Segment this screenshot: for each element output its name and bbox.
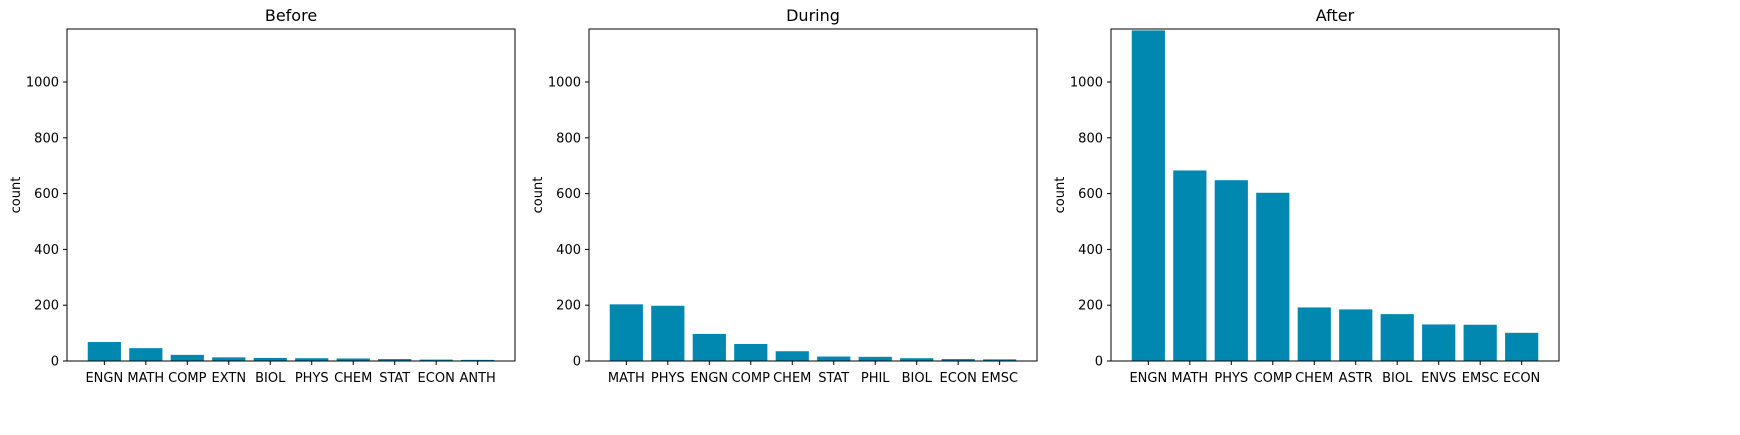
x-tick-label: CHEM: [773, 371, 811, 386]
bar-emsc: [983, 359, 1017, 361]
bar-math: [1173, 170, 1207, 361]
bar-engn: [1131, 30, 1165, 361]
y-tick-label: 200: [34, 299, 59, 314]
x-tick-label: ECON: [418, 371, 455, 386]
y-tick-label: 200: [556, 299, 581, 314]
bar-anth: [461, 359, 495, 361]
bar-phil: [858, 356, 892, 361]
x-tick-label: PHYS: [1214, 371, 1248, 386]
bar-phys: [1214, 180, 1248, 361]
x-tick-label: BIOL: [902, 371, 933, 386]
x-tick-label: ECON: [1503, 371, 1540, 386]
bar-stat: [817, 356, 851, 361]
bar-astr: [1339, 309, 1373, 361]
y-tick-label: 600: [556, 187, 581, 202]
bar-biol: [900, 358, 934, 361]
chart-panel-before: ENGN MATH COMP EXTN BIOL PHYS CHEM STAT ECON ANTH…: [9, 6, 516, 386]
y-tick-label: 400: [556, 243, 581, 258]
bar-chem: [775, 351, 809, 361]
plot-frame: [1110, 28, 1560, 362]
y-tick-label: 800: [556, 131, 581, 146]
y-tick-label: 800: [34, 131, 59, 146]
x-tick-label: BIOL: [255, 371, 286, 386]
y-tick-label: 800: [1078, 131, 1103, 146]
x-tick-label: EXTN: [211, 371, 246, 386]
plot-frame: [66, 28, 516, 362]
bar-chem: [1297, 307, 1331, 361]
y-tick-label: 0: [1095, 355, 1103, 370]
x-tick-label: BIOL: [1382, 371, 1413, 386]
chart-panel-during: MATH PHYS ENGN COMP CHEM STAT PHIL BIOL ECON EMSC…: [531, 6, 1038, 386]
x-tick-label: ASTR: [1339, 371, 1373, 386]
bar-phys: [651, 305, 685, 361]
bar-comp: [1256, 192, 1290, 361]
bar-econ: [941, 359, 975, 361]
x-tick-label: MATH: [1171, 371, 1208, 386]
y-tick-label: 400: [1078, 243, 1103, 258]
y-tick-label: 1000: [548, 76, 581, 91]
x-tick-label: MATH: [127, 371, 164, 386]
bar-chem: [336, 358, 370, 361]
chart-panel-after: ENGN MATH PHYS COMP CHEM ASTR BIOL ENVS EMSC ECON…: [1053, 6, 1560, 386]
bar-biol: [253, 357, 287, 361]
y-tick-label: 600: [34, 187, 59, 202]
y-tick-label: 0: [573, 355, 581, 370]
bar-stat: [378, 359, 412, 361]
y-tick-label: 1000: [26, 76, 59, 91]
y-tick-label: 1000: [1070, 76, 1103, 91]
chart-title: After: [1316, 6, 1355, 25]
x-tick-label: COMP: [1254, 371, 1293, 386]
y-axis-label: count: [1053, 177, 1068, 214]
bar-math: [609, 304, 643, 361]
x-tick-label: STAT: [818, 371, 849, 386]
bar-engn: [87, 342, 121, 361]
x-tick-label: EMSC: [1462, 371, 1499, 386]
plot-frame: [588, 28, 1038, 362]
x-tick-label: COMP: [732, 371, 771, 386]
bar-math: [129, 348, 163, 361]
bar-phys: [295, 358, 329, 361]
bar-econ: [419, 359, 453, 361]
y-axis-label: count: [9, 177, 24, 214]
bar-comp: [734, 343, 768, 361]
y-axis-label: count: [531, 177, 546, 214]
x-tick-label: MATH: [608, 371, 645, 386]
x-tick-label: ENGN: [85, 371, 123, 386]
chart-title: Before: [265, 6, 317, 25]
bar-econ: [1505, 332, 1539, 361]
x-tick-label: CHEM: [1295, 371, 1333, 386]
y-tick-label: 0: [51, 355, 59, 370]
x-tick-label: ENVS: [1421, 371, 1456, 386]
x-tick-label: ENGN: [1129, 371, 1167, 386]
x-tick-label: PHIL: [861, 371, 890, 386]
x-tick-label: PHYS: [651, 371, 685, 386]
x-tick-label: CHEM: [334, 371, 372, 386]
bar-envs: [1422, 324, 1456, 361]
x-tick-label: STAT: [379, 371, 410, 386]
bar-emsc: [1463, 324, 1497, 361]
x-tick-label: ECON: [940, 371, 977, 386]
bar-engn: [692, 333, 726, 361]
x-tick-label: EMSC: [981, 371, 1018, 386]
chart-title: During: [786, 6, 840, 25]
bar-biol: [1380, 314, 1414, 361]
x-tick-label: ENGN: [690, 371, 728, 386]
y-tick-label: 400: [34, 243, 59, 258]
x-tick-label: ANTH: [459, 371, 495, 386]
x-tick-label: COMP: [168, 371, 207, 386]
y-tick-label: 600: [1078, 187, 1103, 202]
y-tick-label: 200: [1078, 299, 1103, 314]
bar-comp: [170, 354, 204, 361]
x-tick-label: PHYS: [295, 371, 329, 386]
bar-extn: [212, 357, 246, 361]
